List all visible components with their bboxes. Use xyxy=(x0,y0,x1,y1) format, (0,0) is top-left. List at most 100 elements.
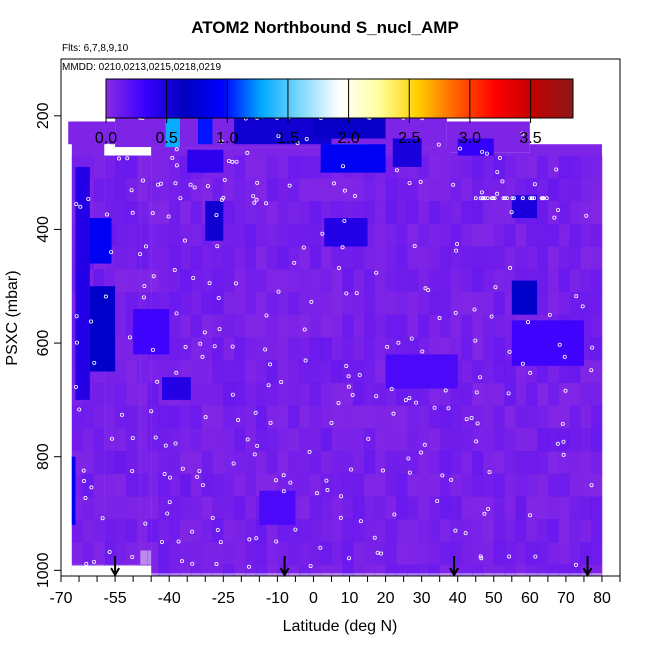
sample-point xyxy=(520,196,525,201)
data-patch xyxy=(165,112,181,148)
data-patch xyxy=(86,218,112,264)
sample-point xyxy=(255,180,260,185)
data-cell xyxy=(504,155,516,179)
data-cell xyxy=(180,178,192,202)
data-cell xyxy=(244,541,257,566)
sample-point xyxy=(580,304,585,309)
data-cell xyxy=(255,155,268,179)
data-cell xyxy=(547,405,560,429)
data-cell xyxy=(169,541,181,566)
data-patch xyxy=(511,195,538,219)
data-cell xyxy=(223,246,235,270)
data-cell xyxy=(201,541,213,566)
data-cell xyxy=(299,178,311,202)
data-cell xyxy=(385,223,397,247)
sample-point xyxy=(506,391,511,396)
data-cell xyxy=(450,496,462,520)
data-cell xyxy=(547,451,560,475)
data-cell xyxy=(320,564,332,576)
data-cell xyxy=(158,541,170,566)
data-cell xyxy=(407,564,419,576)
sample-point xyxy=(304,136,309,141)
data-cell xyxy=(125,201,138,225)
data-cell xyxy=(288,314,300,338)
data-cell xyxy=(180,269,192,293)
sample-point xyxy=(174,311,179,316)
data-cell xyxy=(515,428,527,452)
sample-point xyxy=(252,452,257,457)
sample-point xyxy=(174,163,179,168)
data-cell xyxy=(396,223,408,247)
data-cell xyxy=(450,246,462,270)
data-cell xyxy=(385,519,397,543)
sample-point xyxy=(159,539,164,544)
data-cell xyxy=(558,382,571,407)
data-cell xyxy=(277,382,289,407)
data-cell xyxy=(374,337,387,361)
data-cell xyxy=(320,178,332,202)
sample-point xyxy=(173,441,178,446)
data-cell xyxy=(418,337,430,361)
data-cell xyxy=(331,246,343,270)
data-cell xyxy=(353,360,365,384)
data-cell xyxy=(223,269,235,293)
sample-point xyxy=(475,421,480,426)
data-cell xyxy=(396,541,408,566)
data-cell xyxy=(115,337,127,361)
data-cell xyxy=(266,201,278,225)
data-cell xyxy=(180,360,192,384)
data-cell xyxy=(439,314,451,338)
x-tick-label: -70 xyxy=(49,590,72,607)
data-cell xyxy=(309,223,322,247)
data-cell xyxy=(266,314,278,338)
data-cell xyxy=(299,291,311,316)
data-cell xyxy=(515,223,527,247)
data-cell xyxy=(385,496,397,520)
data-cell xyxy=(461,291,473,316)
sample-point xyxy=(288,480,293,485)
x-tick-label: -40 xyxy=(158,590,181,607)
data-cell xyxy=(266,269,278,293)
data-patch xyxy=(198,115,213,145)
sample-point xyxy=(83,565,88,570)
data-cell xyxy=(82,496,94,520)
data-cell xyxy=(439,519,451,543)
data-cell xyxy=(407,405,419,429)
data-cell xyxy=(374,178,387,202)
data-cell xyxy=(288,382,300,407)
data-cell xyxy=(418,269,430,293)
sample-point xyxy=(437,316,442,321)
data-cell xyxy=(331,291,343,316)
data-cell xyxy=(104,519,116,543)
data-cell xyxy=(180,405,192,429)
data-cell xyxy=(504,496,516,520)
data-cell xyxy=(299,405,311,429)
data-cell xyxy=(472,541,484,566)
data-cell xyxy=(461,519,473,543)
data-cell xyxy=(472,451,484,475)
sample-point xyxy=(403,398,408,403)
data-cell xyxy=(342,291,354,316)
data-cell xyxy=(136,519,149,543)
data-cell xyxy=(547,360,560,384)
data-cell xyxy=(385,178,397,202)
sample-point xyxy=(501,196,506,201)
sample-point xyxy=(379,551,384,556)
data-cell xyxy=(537,269,549,293)
data-cell xyxy=(439,564,451,576)
data-cell xyxy=(104,428,116,452)
data-cell xyxy=(428,201,441,225)
colorbar-tick-label: 0.0 xyxy=(95,130,117,147)
data-cell xyxy=(504,564,516,576)
data-cell xyxy=(223,201,235,225)
data-cell xyxy=(482,291,495,316)
sample-point xyxy=(406,456,411,461)
sample-point xyxy=(423,286,428,291)
data-cell xyxy=(147,360,159,384)
data-cell xyxy=(342,360,354,384)
sample-point xyxy=(233,281,238,286)
data-cell xyxy=(244,314,257,338)
sample-point xyxy=(418,179,423,184)
data-cell xyxy=(288,201,300,225)
data-cell xyxy=(223,473,235,497)
